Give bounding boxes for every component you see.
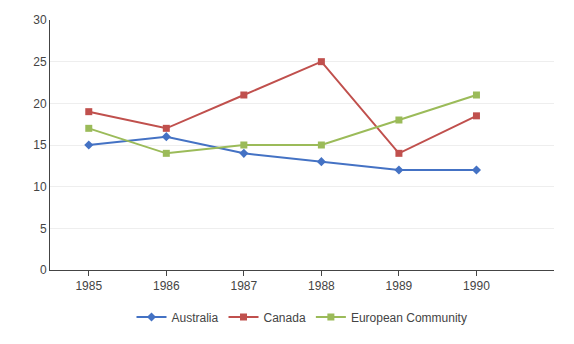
svg-text:5: 5 — [40, 222, 47, 236]
svg-text:1989: 1989 — [386, 279, 413, 293]
svg-text:1985: 1985 — [75, 279, 102, 293]
svg-text:1988: 1988 — [308, 279, 335, 293]
svg-text:25: 25 — [33, 55, 47, 69]
svg-text:30: 30 — [33, 13, 47, 27]
svg-text:1986: 1986 — [153, 279, 180, 293]
svg-text:Canada: Canada — [264, 311, 306, 325]
svg-text:10: 10 — [33, 180, 47, 194]
svg-text:1990: 1990 — [463, 279, 490, 293]
svg-text:European Community: European Community — [351, 311, 467, 325]
svg-text:20: 20 — [33, 97, 47, 111]
svg-text:15: 15 — [33, 138, 47, 152]
svg-text:0: 0 — [40, 263, 47, 277]
svg-text:Australia: Australia — [172, 311, 219, 325]
svg-text:1987: 1987 — [230, 279, 257, 293]
